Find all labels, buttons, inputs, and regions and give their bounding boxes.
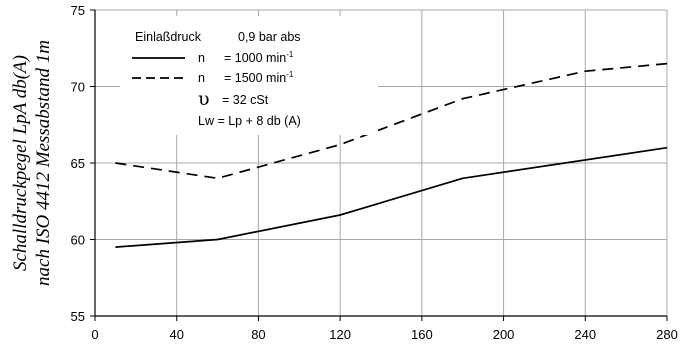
legend-viscosity-symbol: υ: [198, 88, 210, 110]
x-tick-label: 240: [574, 327, 596, 342]
legend-n-label: n: [198, 51, 205, 65]
legend-inlet-value: 0,9 bar abs: [238, 30, 301, 44]
y-tick-label: 55: [71, 309, 85, 324]
axes: [90, 9, 668, 321]
legend-n-label: n: [198, 71, 205, 85]
y-axis-label-line: nach ISO 4412 Messabstand 1m: [33, 40, 54, 286]
y-axis-label: Schalldruckpegel LpA db(A) nach ISO 4412 …: [10, 40, 54, 286]
legend-background: [120, 16, 402, 135]
series-line-dashed: [115, 62, 668, 180]
legend-speed-label: = 1000 min-1: [224, 50, 294, 65]
legend-speed-label: = 1500 min-1: [224, 70, 294, 85]
legend: Einlaßdruck 0,9 bar abs n = 1000 min-1 n = 15…: [120, 16, 402, 135]
series-line-solid: [115, 146, 668, 248]
y-tick-labels: 55 60 65 70 75: [71, 3, 85, 324]
legend-formula: Lw = Lp + 8 db (A): [198, 114, 301, 128]
y-tick-label: 65: [71, 156, 85, 171]
x-tick-label: 0: [91, 327, 98, 342]
y-tick-label: 75: [71, 3, 85, 18]
y-tick-label: 70: [71, 80, 85, 95]
x-tick-label: 200: [493, 327, 515, 342]
legend-inlet-label: Einlaßdruck: [135, 30, 202, 44]
series-layer: [115, 62, 668, 248]
x-tick-label: 160: [411, 327, 433, 342]
x-tick-label: 40: [169, 327, 183, 342]
y-axis-label-line: Schalldruckpegel LpA db(A): [10, 55, 31, 271]
legend-viscosity-text: = 32 cSt: [222, 93, 269, 107]
x-tick-label: 280: [656, 327, 678, 342]
x-tick-labels: 0 40 80 120 160 200 240 280: [91, 327, 677, 342]
x-tick-label: 120: [329, 327, 351, 342]
x-tick-label: 80: [251, 327, 265, 342]
y-tick-label: 60: [71, 233, 85, 248]
